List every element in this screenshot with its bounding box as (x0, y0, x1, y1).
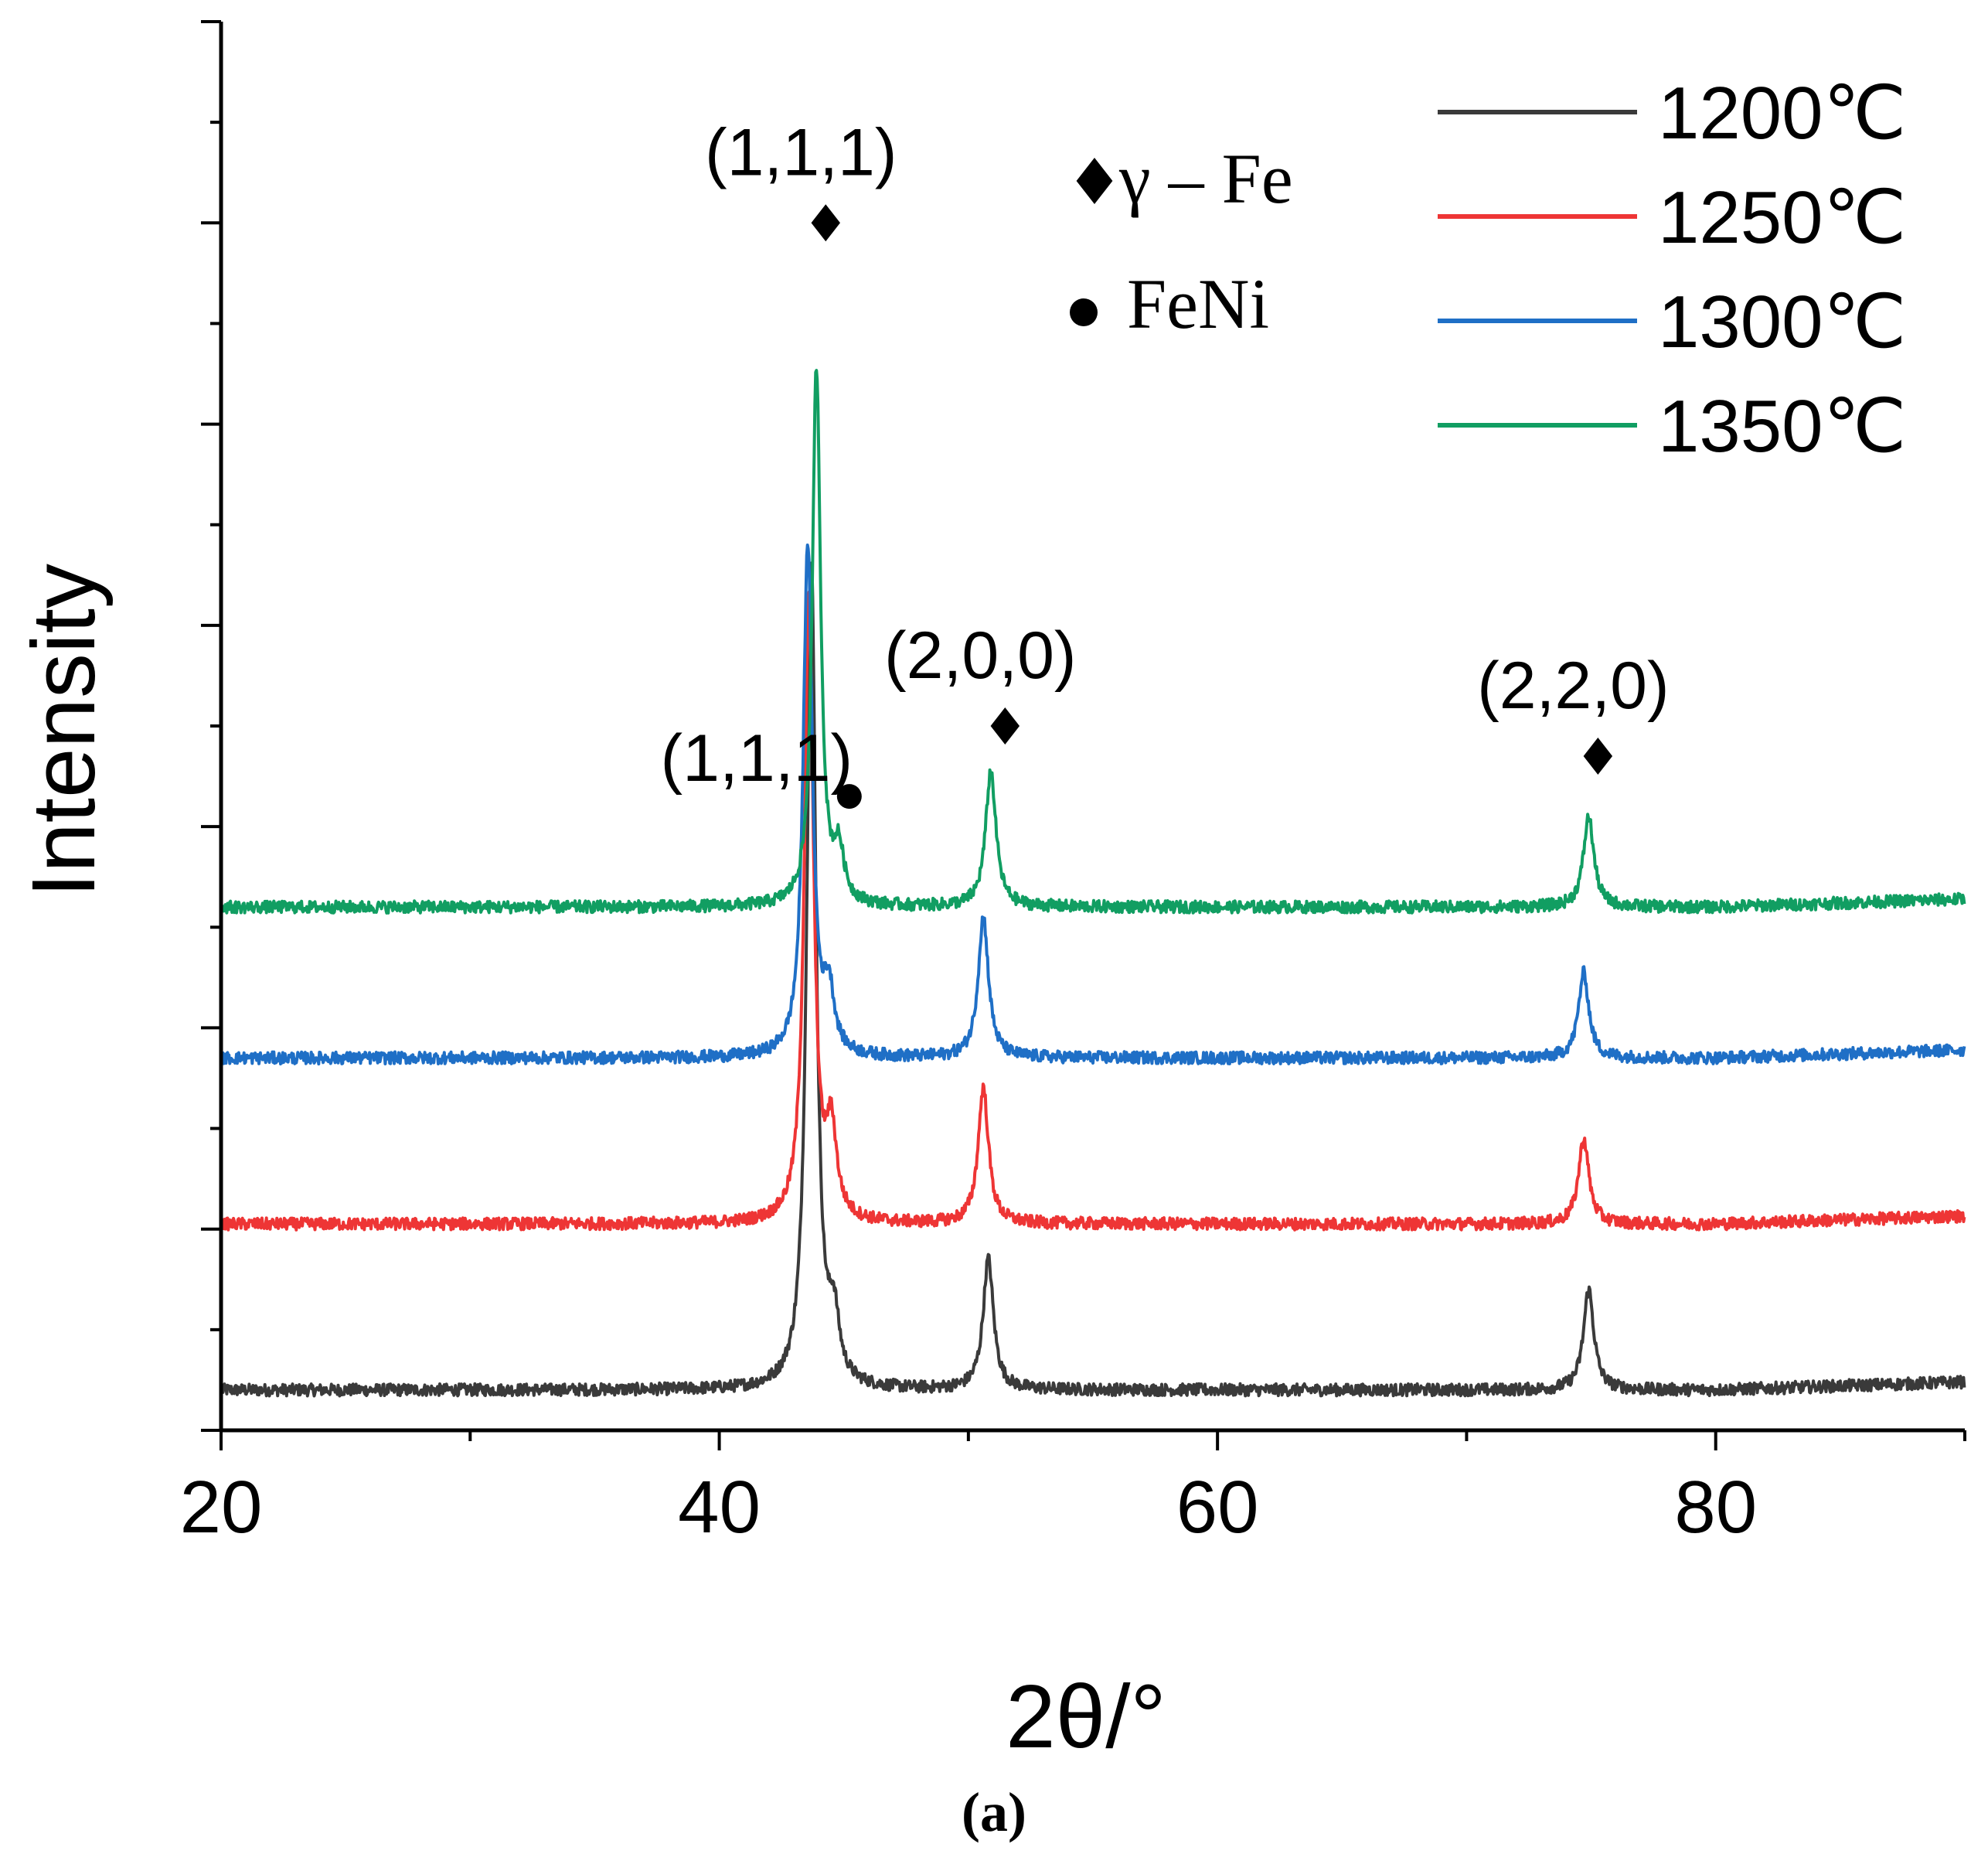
x-tick-label: 80 (1674, 1466, 1757, 1549)
annotation-layer: (1,1,1) (1,1,1) (2,0,0) (2,2,0) (661, 115, 1670, 809)
legend-label-0: 1200℃ (1658, 72, 1906, 155)
x-axis-title: 2θ/° (1006, 1666, 1166, 1767)
phase-circle-icon (1070, 298, 1098, 326)
panel-label: (a) (962, 1781, 1026, 1843)
x-tick-label: 20 (180, 1466, 263, 1549)
series-line-1 (220, 590, 1966, 1232)
peak-label-0: (1,1,1) (705, 115, 897, 189)
diamond-marker-icon (811, 204, 840, 242)
phase-legend-label-1: FeNi (1127, 264, 1269, 343)
phase-diamond-icon (1076, 158, 1113, 204)
legend-layer: γ – Fe FeNi 1200℃ 1250℃ 1300℃ 1350℃ (a) (962, 72, 1906, 1843)
peak-label-2: (2,0,0) (884, 619, 1077, 693)
phase-legend-label-0: γ – Fe (1118, 139, 1293, 218)
series-layer (220, 369, 1966, 1398)
y-axis-title: Intensity (13, 564, 114, 898)
series-line-0 (220, 561, 1966, 1398)
x-tick-label: 60 (1176, 1466, 1259, 1549)
legend-label-3: 1350℃ (1658, 385, 1906, 468)
legend-label-1: 1250℃ (1658, 176, 1906, 259)
diamond-marker-icon (990, 707, 1020, 745)
x-tick-label: 40 (678, 1466, 761, 1549)
axes-layer: 20 40 60 80 2θ/° Intensity (13, 20, 1966, 1767)
series-line-2 (221, 544, 1966, 1066)
peak-label-1: (1,1,1) (661, 721, 853, 796)
legend-label-2: 1300℃ (1658, 281, 1906, 363)
circle-marker-icon (836, 784, 862, 809)
series-line-3 (220, 369, 1966, 915)
peak-label-3: (2,2,0) (1477, 649, 1670, 723)
diamond-marker-icon (1583, 738, 1613, 775)
